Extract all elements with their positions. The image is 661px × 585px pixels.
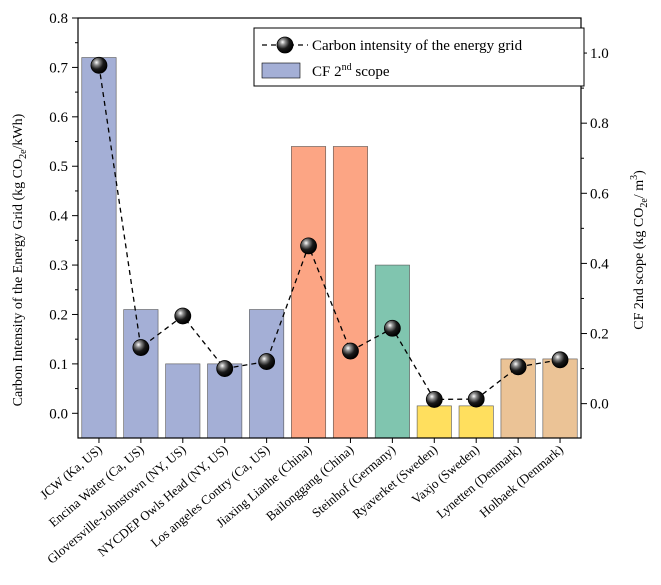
y-axis-title-right: CF 2nd scope (kg CO2e/ m3): [629, 170, 650, 330]
data-point: [342, 342, 359, 360]
data-point: [425, 391, 443, 408]
legend-bar-swatch: [261, 62, 301, 79]
y2-tick-label: 0.4: [590, 256, 609, 272]
y2-tick-label: 0.2: [590, 327, 609, 343]
y-tick-label: 0.4: [49, 209, 68, 225]
data-point: [551, 351, 569, 369]
bar: [123, 309, 159, 439]
bar: [81, 57, 117, 439]
data-point: [383, 319, 401, 337]
y-tick-label: 0.2: [49, 307, 68, 323]
data-point: [300, 237, 317, 255]
line-layer: [90, 56, 569, 408]
data-point: [174, 307, 192, 325]
series-line: [98, 65, 561, 401]
y-tick-label: 0.8: [49, 11, 68, 27]
data-point: [132, 339, 150, 356]
y-tick-label: 0.3: [49, 258, 68, 274]
data-point: [258, 353, 276, 370]
y-tick-label: 0.6: [49, 110, 68, 126]
legend-bar-label: CF 2nd scope: [312, 62, 390, 80]
y-tick-label: 0.7: [49, 60, 68, 76]
legend-line-label: Carbon intensity of the energy grid: [312, 38, 523, 54]
bar: [458, 405, 494, 439]
y2-tick-label: 0.8: [590, 116, 609, 132]
data-point: [216, 360, 234, 377]
legend-box: [253, 27, 585, 87]
legend: Carbon intensity of the energy grid CF 2…: [253, 27, 585, 87]
legend-marker-swatch: [276, 36, 294, 54]
bar: [416, 405, 452, 439]
bar: [165, 363, 201, 439]
bar: [374, 264, 410, 439]
bar: [542, 358, 578, 439]
y2-tick-label: 0.6: [590, 186, 609, 202]
y-tick-label: 0.5: [49, 159, 68, 175]
data-point: [509, 358, 527, 376]
y-axis-title-left: Carbon Intensity of the Energy Grid (kg …: [11, 113, 29, 406]
y-tick-label: 0.1: [49, 357, 68, 373]
y2-tick-label: 1.0: [590, 46, 609, 62]
data-point: [467, 390, 485, 408]
bars-layer: [81, 57, 578, 439]
bar: [291, 146, 327, 439]
bar: [332, 146, 368, 439]
y-tick-label: 0.0: [49, 406, 68, 422]
data-point: [90, 56, 108, 74]
bar: [249, 309, 285, 439]
y2-tick-label: 0.0: [590, 397, 609, 413]
